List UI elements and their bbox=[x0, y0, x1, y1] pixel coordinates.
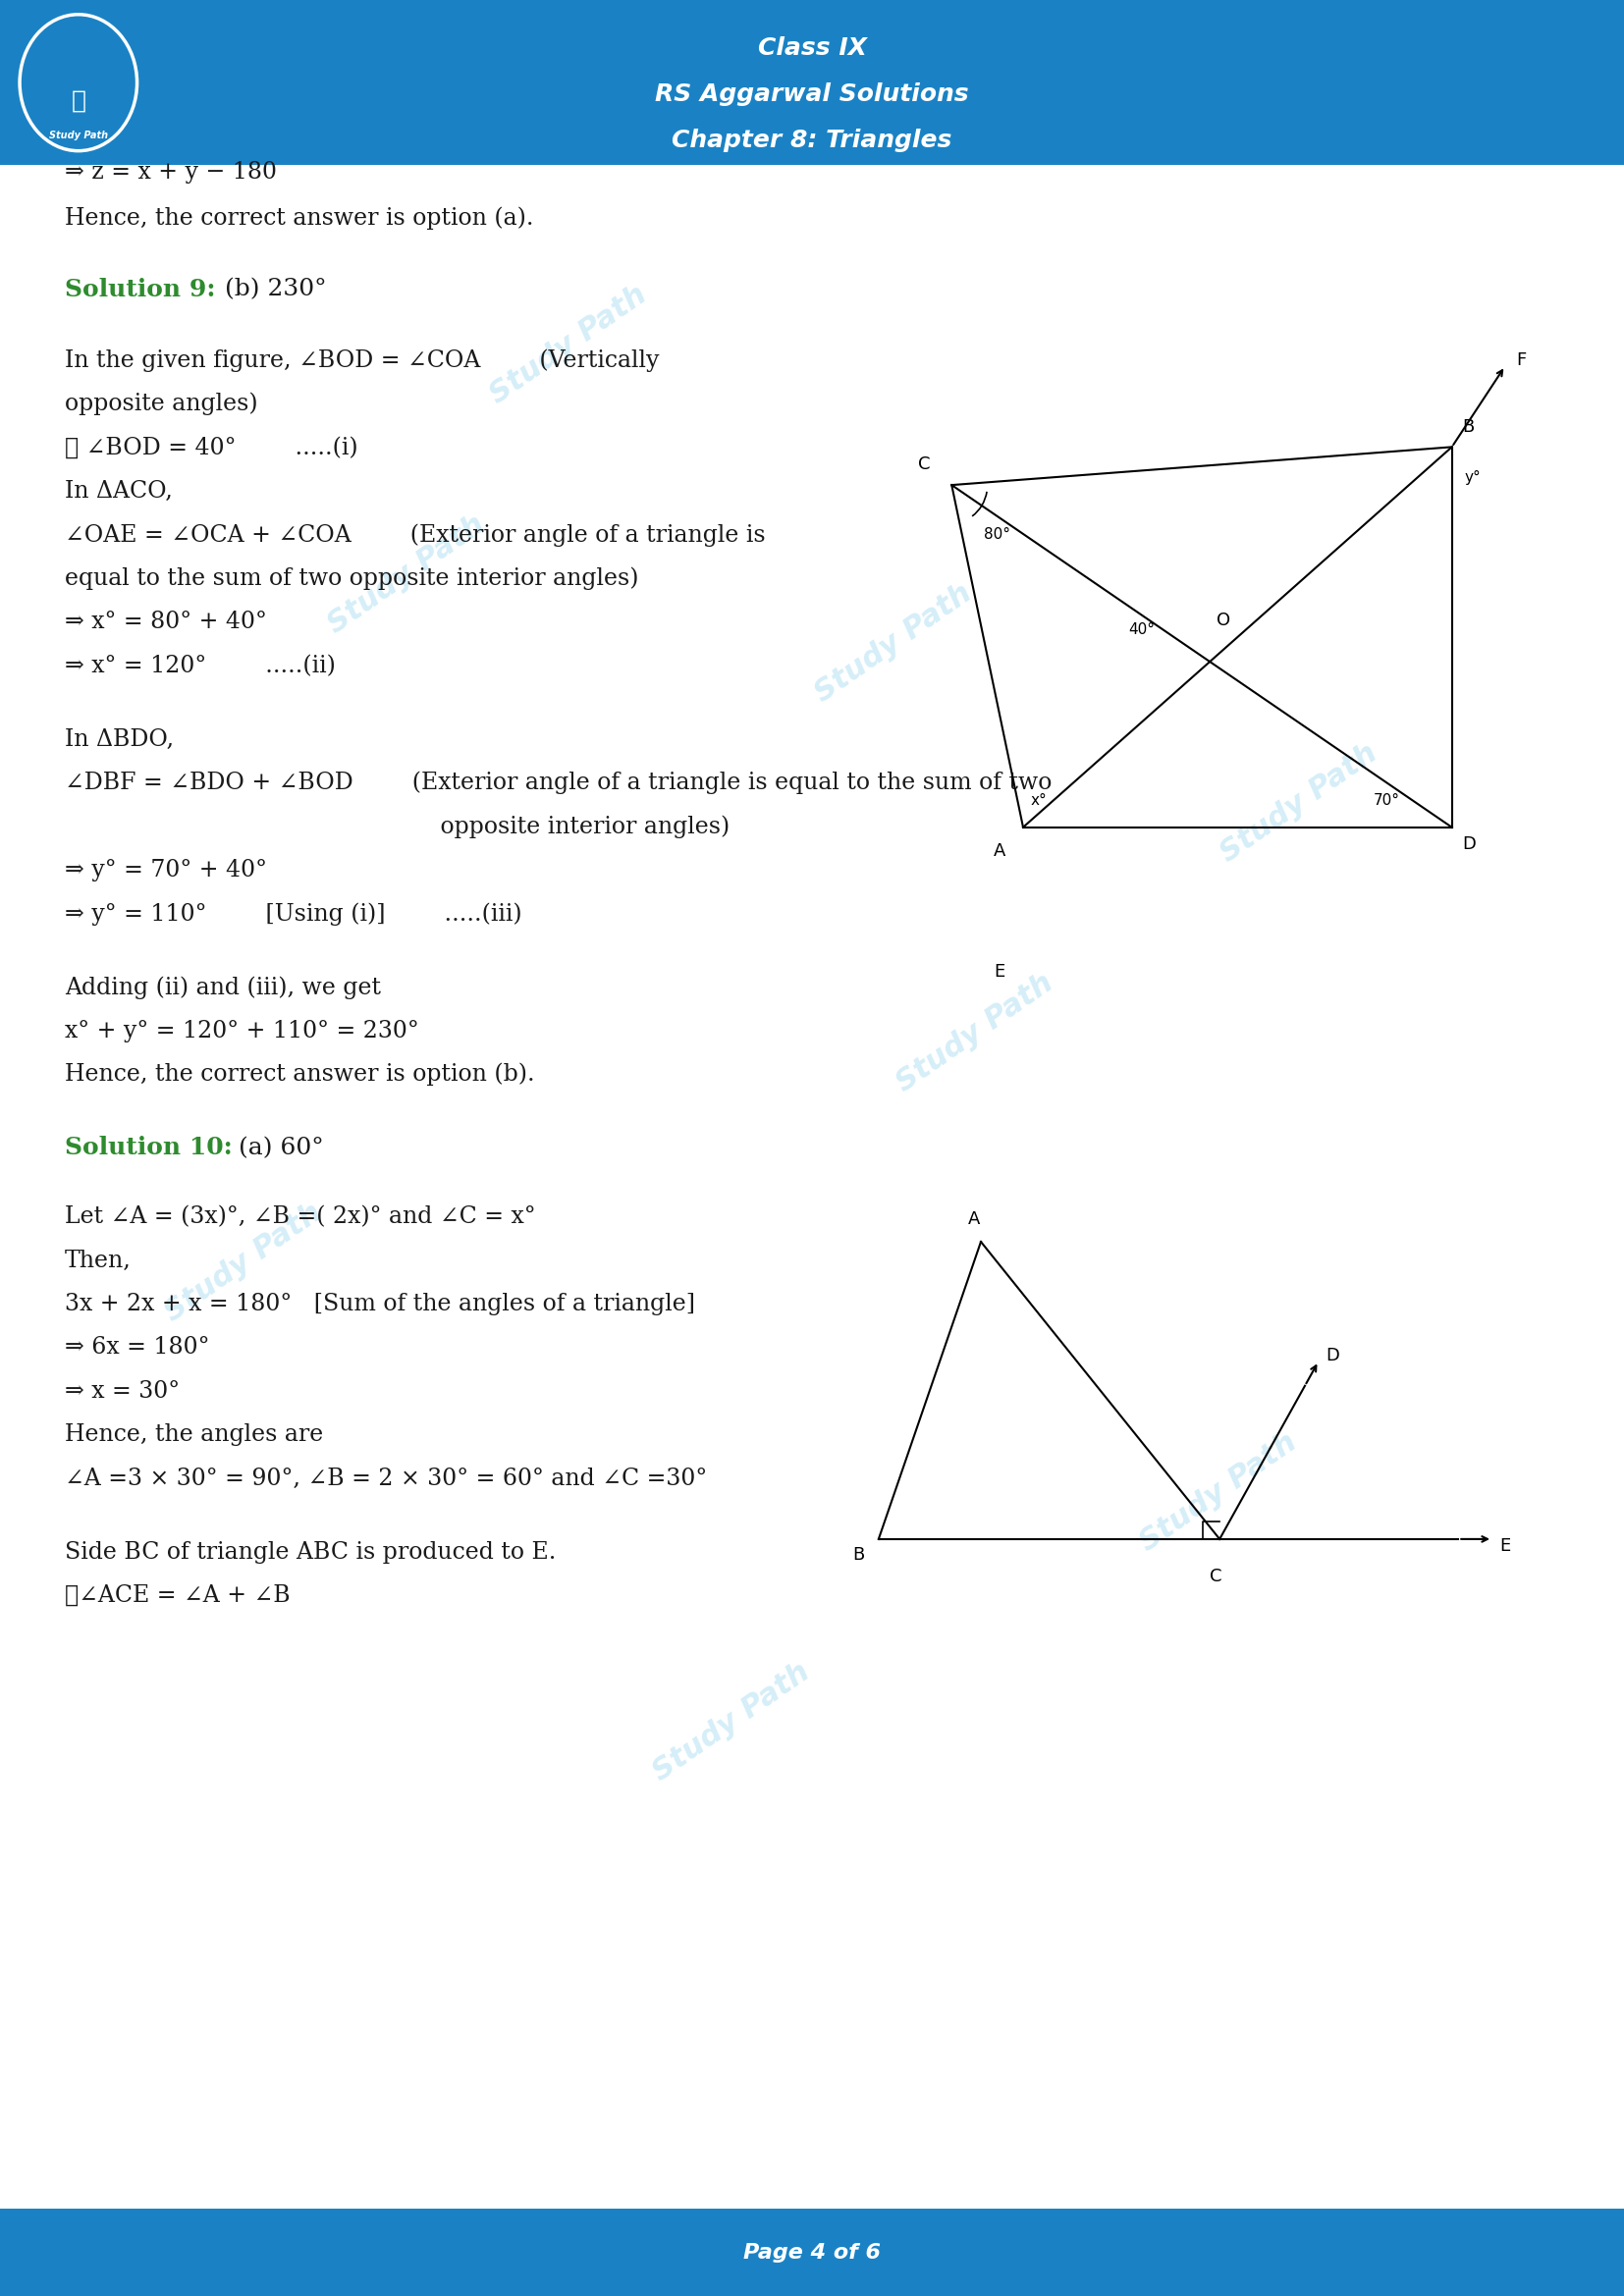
Text: D: D bbox=[1325, 1345, 1338, 1364]
Text: Chapter 8: Triangles: Chapter 8: Triangles bbox=[672, 129, 952, 152]
Text: E: E bbox=[1499, 1538, 1510, 1554]
Text: x° + y° = 120° + 110° = 230°: x° + y° = 120° + 110° = 230° bbox=[65, 1019, 419, 1042]
Text: B: B bbox=[853, 1545, 864, 1564]
Text: ⇒ x = 30°: ⇒ x = 30° bbox=[65, 1380, 180, 1403]
Text: ⇒ x° = 80° + 40°: ⇒ x° = 80° + 40° bbox=[65, 611, 266, 634]
Text: 80°: 80° bbox=[984, 528, 1010, 542]
Text: C: C bbox=[918, 457, 931, 473]
Text: opposite interior angles): opposite interior angles) bbox=[65, 815, 729, 838]
Text: ∠OAE = ∠OCA + ∠COA        (Exterior angle of a triangle is: ∠OAE = ∠OCA + ∠COA (Exterior angle of a … bbox=[65, 523, 765, 546]
Text: D: D bbox=[1463, 836, 1476, 852]
Text: Solution 10:: Solution 10: bbox=[65, 1137, 232, 1159]
Text: Study Path: Study Path bbox=[484, 280, 653, 409]
Text: Page 4 of 6: Page 4 of 6 bbox=[744, 2243, 880, 2262]
Text: O: O bbox=[1216, 611, 1229, 629]
Text: ∴∠ACE = ∠A + ∠B: ∴∠ACE = ∠A + ∠B bbox=[65, 1584, 291, 1607]
Text: Adding (ii) and (iii), we get: Adding (ii) and (iii), we get bbox=[65, 976, 382, 999]
Text: 3x + 2x + x = 180°   [Sum of the angles of a triangle]: 3x + 2x + x = 180° [Sum of the angles of… bbox=[65, 1293, 695, 1316]
Text: equal to the sum of two opposite interior angles): equal to the sum of two opposite interio… bbox=[65, 567, 638, 590]
Text: In ΔBDO,: In ΔBDO, bbox=[65, 728, 174, 751]
Text: Then,: Then, bbox=[65, 1249, 132, 1272]
Text: ∠DBF = ∠BDO + ∠BOD        (Exterior angle of a triangle is equal to the sum of t: ∠DBF = ∠BDO + ∠BOD (Exterior angle of a … bbox=[65, 771, 1052, 794]
FancyBboxPatch shape bbox=[0, 2209, 1624, 2296]
Text: Study Path: Study Path bbox=[646, 1658, 815, 1786]
Text: E: E bbox=[994, 962, 1005, 980]
Text: y°: y° bbox=[1465, 471, 1481, 484]
Text: 📖: 📖 bbox=[71, 90, 86, 113]
Text: Study Path: Study Path bbox=[809, 579, 978, 707]
Text: opposite angles): opposite angles) bbox=[65, 393, 258, 416]
Text: F: F bbox=[1517, 351, 1527, 370]
Text: 70°: 70° bbox=[1374, 794, 1400, 808]
Text: Study Path: Study Path bbox=[1215, 739, 1384, 868]
Text: Study Path: Study Path bbox=[322, 510, 490, 638]
Text: Hence, the correct answer is option (b).: Hence, the correct answer is option (b). bbox=[65, 1063, 534, 1086]
Text: Study Path: Study Path bbox=[49, 131, 107, 140]
Text: ⇒ 6x = 180°: ⇒ 6x = 180° bbox=[65, 1336, 209, 1359]
Text: ⇒ x° = 120°        .....(ii): ⇒ x° = 120° .....(ii) bbox=[65, 654, 336, 677]
Text: ∠A =3 × 30° = 90°, ∠B = 2 × 30° = 60° and ∠C =30°: ∠A =3 × 30° = 90°, ∠B = 2 × 30° = 60° an… bbox=[65, 1467, 708, 1490]
Text: A: A bbox=[994, 843, 1005, 861]
Text: Solution 9:: Solution 9: bbox=[65, 278, 216, 301]
Text: ∴ ∠BOD = 40°        .....(i): ∴ ∠BOD = 40° .....(i) bbox=[65, 436, 359, 459]
FancyBboxPatch shape bbox=[0, 0, 1624, 165]
Text: Side BC of triangle ABC is produced to E.: Side BC of triangle ABC is produced to E… bbox=[65, 1541, 557, 1564]
Text: ⇒ y° = 70° + 40°: ⇒ y° = 70° + 40° bbox=[65, 859, 268, 882]
Text: In the given figure, ∠BOD = ∠COA        (Vertically: In the given figure, ∠BOD = ∠COA (Vertic… bbox=[65, 349, 659, 372]
Text: Study Path: Study Path bbox=[159, 1199, 328, 1327]
Text: Class IX: Class IX bbox=[757, 37, 867, 60]
Text: ⇒ y° = 110°        [Using (i)]        .....(iii): ⇒ y° = 110° [Using (i)] .....(iii) bbox=[65, 902, 523, 925]
Text: Study Path: Study Path bbox=[890, 969, 1059, 1097]
Text: RS Aggarwal Solutions: RS Aggarwal Solutions bbox=[654, 83, 970, 106]
Text: Hence, the angles are: Hence, the angles are bbox=[65, 1424, 323, 1446]
Text: A: A bbox=[968, 1210, 981, 1228]
Text: Study Path: Study Path bbox=[1134, 1428, 1302, 1557]
Text: B: B bbox=[1463, 418, 1475, 436]
Text: (a) 60°: (a) 60° bbox=[231, 1137, 323, 1159]
Text: (b) 230°: (b) 230° bbox=[218, 278, 326, 301]
Text: Let ∠A = (3x)°, ∠B =( 2x)° and ∠C = x°: Let ∠A = (3x)°, ∠B =( 2x)° and ∠C = x° bbox=[65, 1205, 536, 1228]
Text: In ΔACO,: In ΔACO, bbox=[65, 480, 172, 503]
Text: 40°: 40° bbox=[1129, 622, 1155, 636]
Text: x°: x° bbox=[1030, 794, 1047, 808]
Text: C: C bbox=[1210, 1568, 1223, 1584]
Text: Hence, the correct answer is option (a).: Hence, the correct answer is option (a). bbox=[65, 207, 534, 230]
Text: ⇒ z = x + y − 180: ⇒ z = x + y − 180 bbox=[65, 161, 278, 184]
